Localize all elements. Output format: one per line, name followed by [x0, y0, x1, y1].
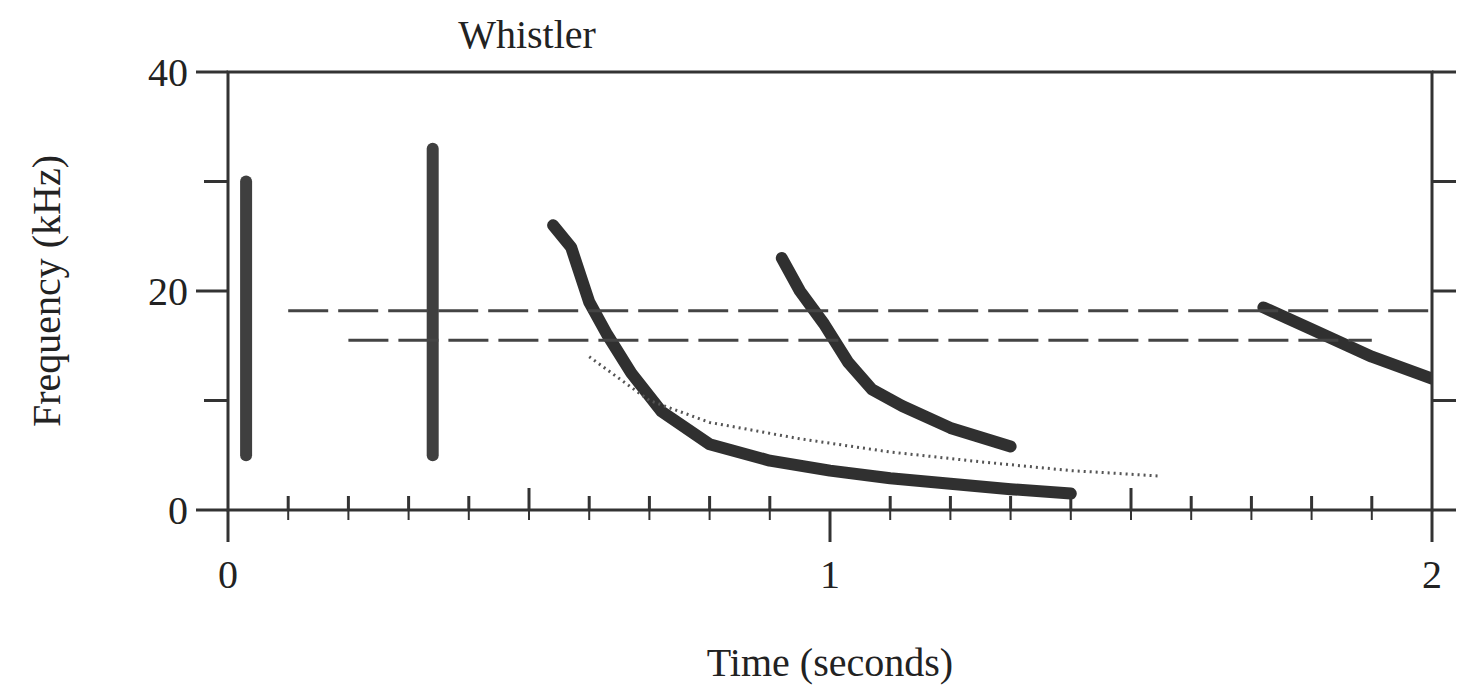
y-minor-tick — [204, 180, 228, 183]
y-minor-tick — [204, 399, 228, 402]
x-minor-tick — [467, 496, 470, 510]
x-minor-tick — [1069, 496, 1072, 510]
x-minor-tick — [708, 496, 711, 510]
y-tick — [196, 509, 228, 512]
x-minor-tick — [768, 496, 771, 510]
trace — [589, 357, 1161, 476]
x-tick — [227, 510, 230, 542]
x-minor-tick — [889, 510, 891, 520]
frame — [228, 72, 1432, 510]
x-minor-tick — [1250, 510, 1252, 520]
trace — [553, 225, 1071, 493]
x-minor-tick — [1370, 496, 1373, 510]
trace — [240, 182, 252, 456]
x-minor-tick — [347, 496, 350, 510]
x-minor-tick — [1371, 510, 1373, 520]
x-axis-title: Time (seconds) — [707, 640, 953, 685]
x-tick — [1431, 510, 1434, 542]
x-minor-tick — [1311, 510, 1313, 520]
x-minor-tick — [1070, 510, 1072, 520]
x-minor-tick — [287, 510, 289, 520]
x-minor-tick — [1190, 510, 1192, 520]
x-minor-tick — [1130, 510, 1132, 520]
x-minor-tick — [1310, 496, 1313, 510]
trace — [782, 258, 1011, 446]
x-minor-tick — [709, 510, 711, 520]
title: Whistler — [458, 12, 596, 57]
trace — [427, 149, 439, 456]
y-minor-tick-right — [1432, 399, 1456, 402]
y-axis-title: Frequency (kHz) — [24, 155, 69, 427]
x-minor-tick — [648, 496, 651, 510]
y-tick-label: 40 — [148, 50, 188, 95]
x-tick-label: 1 — [820, 552, 840, 597]
y-tick-right — [1432, 509, 1456, 512]
y-minor-tick-right — [1432, 180, 1456, 183]
trace — [288, 309, 1432, 312]
x-minor-tick — [528, 488, 531, 510]
x-tick-label: 2 — [1422, 552, 1442, 597]
x-minor-tick — [769, 510, 771, 520]
x-minor-tick — [889, 496, 892, 510]
x-minor-tick — [287, 496, 290, 510]
x-minor-tick — [648, 510, 650, 520]
trace — [1263, 307, 1432, 378]
traces — [246, 149, 1432, 494]
trace — [348, 339, 1371, 342]
y-tick — [196, 290, 228, 293]
x-tick-label: 0 — [218, 552, 238, 597]
y-tick — [196, 71, 228, 74]
x-minor-tick — [408, 510, 410, 520]
x-minor-tick — [1250, 496, 1253, 510]
y-tick-label: 20 — [148, 269, 188, 314]
x-minor-tick — [528, 510, 530, 520]
x-minor-tick — [347, 510, 349, 520]
x-minor-tick — [407, 496, 410, 510]
x-minor-tick — [468, 510, 470, 520]
x-minor-tick — [949, 496, 952, 510]
x-minor-tick — [1009, 496, 1012, 510]
x-minor-tick — [949, 510, 951, 520]
x-minor-tick — [588, 510, 590, 520]
y-tick-label: 0 — [168, 488, 188, 533]
y-tick-right — [1432, 290, 1456, 293]
x-tick — [829, 510, 832, 542]
x-minor-tick — [1190, 496, 1193, 510]
x-minor-tick — [588, 496, 591, 510]
x-minor-tick — [1010, 510, 1012, 520]
y-tick-right — [1432, 71, 1456, 74]
x-minor-tick — [1130, 488, 1133, 510]
